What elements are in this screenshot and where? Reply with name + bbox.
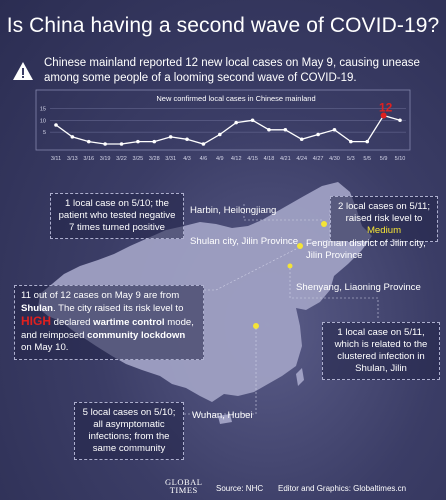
data-point [299,137,304,142]
shulan-info-box: 11 out of 12 cases on May 9 are from Shu… [14,285,204,360]
x-tick-label: 4/21 [280,156,291,162]
global-times-logo: GLOBAL TIMES [165,477,203,495]
shulan-label: Shulan city, Jilin Province [190,236,299,247]
marker-wuhan [253,323,259,329]
x-tick-label: 3/16 [83,156,94,162]
data-point [168,135,173,139]
shulan-city: Shulan [21,302,53,314]
data-point [70,135,75,139]
data-point [86,139,91,144]
shulan-text-2: . The city raised its risk level to [52,302,184,314]
x-tick-label: 4/6 [200,156,208,162]
x-tick-label: 3/11 [51,156,61,162]
shulan-text-4: mode, and reimposed [21,317,194,341]
marker-harbin [321,221,327,227]
warning-icon [13,62,33,80]
x-tick-label: 3/22 [116,156,127,162]
x-tick-label: 5/9 [380,156,388,162]
shulan-wartime: wartime control [93,317,165,328]
connector-shulan [204,247,299,291]
highlight-label: 12 [379,101,393,115]
x-tick-label: 5/10 [395,156,406,162]
data-point [380,112,387,119]
x-tick-label: 3/19 [100,156,111,162]
data-point [398,118,402,123]
data-point [234,120,238,125]
shulan-risk-level: HIGH [21,314,51,328]
fengman-risk-level: Medium [366,225,402,236]
data-point [267,127,271,132]
hainan-shape [218,414,232,424]
logo-line-2: TIMES [169,485,198,495]
fengman-info-box: 2 local cases on 5/11; raised risk level… [330,196,438,242]
line-chart: New confirmed local cases in Chinese mai… [35,89,411,162]
wuhan-info-box: 5 local cases on 5/10; all asymptomatic … [74,402,184,460]
data-point [283,127,288,132]
harbin-info-box: 1 local case on 5/10; the patient who te… [50,193,184,239]
fengman-box-text: 2 local cases on 5/11; raised risk level… [337,201,431,224]
connector-shenyang [289,268,379,320]
x-tick-label: 4/15 [247,156,258,162]
x-tick-label: 3/28 [149,156,160,162]
data-point [119,142,124,146]
shenyang-label: Shenyang, Liaoning Province [296,282,421,293]
x-tick-label: 3/13 [67,156,78,162]
y-tick-label: 5 [43,130,46,136]
x-tick-label: 4/24 [296,156,307,162]
x-tick-label: 4/12 [231,156,242,162]
logo-line-1: GLOBAL [165,477,203,487]
chart-frame [35,89,411,151]
source-text: Source: NHC [216,484,264,493]
harbin-label: Harbin, Heilongjiang [190,205,277,216]
y-tick-label: 15 [40,106,46,112]
wuhan-label: Wuhan, Hubei [192,410,253,421]
data-point [136,139,140,144]
connector-harbin [243,204,322,221]
data-point [185,137,189,142]
x-tick-label: 3/31 [165,156,176,162]
shenyang-info-box: 1 local case on 5/11, which is related t… [322,322,440,380]
marker-shenyang [287,263,293,269]
connector-wuhan [184,328,257,415]
x-tick-label: 5/3 [347,156,355,162]
taiwan-shape [296,368,304,386]
credit-text: Editor and Graphics: Globaltimes.cn [278,484,407,493]
x-tick-label: 3/25 [133,156,144,162]
x-tick-label: 4/18 [264,156,275,162]
data-point [365,139,370,144]
data-point [103,142,107,146]
x-tick-label: 4/3 [183,156,191,162]
data-point [218,132,222,137]
page-title: Is China having a second wave of COVID-1… [6,14,440,37]
marker-shulan [297,243,303,249]
data-point [349,139,353,144]
x-tick-label: 5/5 [363,156,371,162]
chart-title: New confirmed local cases in Chinese mai… [156,94,315,103]
data-point [201,142,206,146]
data-point [250,118,255,123]
y-tick-label: 10 [40,118,46,124]
intro-text: Chinese mainland reported 12 new local c… [44,57,420,84]
x-tick-label: 4/9 [216,156,224,162]
x-tick-label: 4/27 [313,156,324,162]
shulan-lockdown: community lockdown [87,329,186,341]
shulan-text-3: declared [51,317,94,328]
shulan-text-5: on May 10. [21,342,69,353]
shulan-text-1: 11 out of 12 cases on May 9 are from [21,290,180,301]
data-point [152,139,157,144]
data-point [332,127,337,132]
x-tick-label: 4/30 [329,156,340,162]
data-point [54,123,58,127]
series-line [55,114,401,145]
data-point [316,132,320,137]
fengman-label: Fengman district of Jilin city, Jilin Pr… [306,238,426,261]
